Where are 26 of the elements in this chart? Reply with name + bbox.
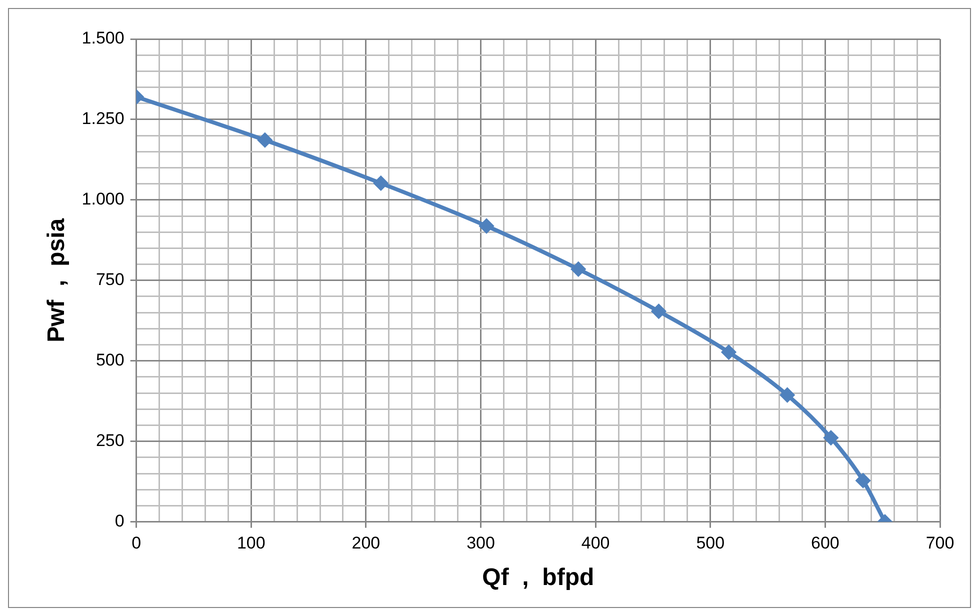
point — [722, 345, 736, 360]
point — [780, 388, 794, 402]
point — [374, 176, 388, 190]
y-tick-label: 1.250 — [82, 109, 124, 128]
point — [258, 133, 272, 148]
point — [480, 219, 494, 234]
x-tick-label: 700 — [926, 534, 954, 553]
point — [571, 262, 586, 276]
y-tick-label: 750 — [96, 270, 124, 290]
x-tick-label: 100 — [236, 534, 266, 553]
x-axis-title: Qf , bfpd — [482, 564, 594, 592]
x-tick-label: 200 — [352, 534, 380, 553]
y-axis-title: Pwf , psia — [43, 218, 70, 342]
x-tick-label: 400 — [581, 534, 610, 553]
x-tick-label: 500 — [696, 534, 725, 553]
y-tick-label: 0 — [114, 511, 124, 530]
x-tick-label: 0 — [132, 534, 142, 553]
y-tick-label: 1.000 — [82, 190, 124, 209]
y-tick-label: 250 — [96, 431, 124, 450]
point — [824, 430, 838, 445]
y-tick-label: 500 — [96, 350, 124, 370]
y-tick-label: 1.500 — [82, 28, 124, 48]
point — [856, 474, 870, 488]
point — [652, 304, 666, 318]
x-tick-label: 300 — [466, 534, 495, 553]
x-tick-label: 600 — [811, 534, 840, 553]
